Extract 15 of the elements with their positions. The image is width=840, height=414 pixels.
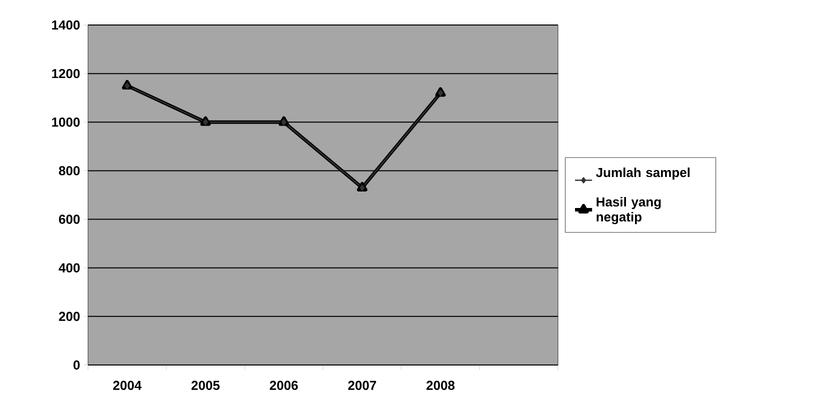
y-tick-label: 400 — [58, 263, 80, 272]
y-tick-label: 600 — [58, 214, 80, 224]
x-tick-label: 2006 — [270, 380, 298, 390]
y-tick-label: 800 — [58, 166, 80, 176]
legend-label: Hasil yang negatip — [596, 196, 661, 224]
y-tick-label: 0 — [74, 360, 80, 370]
x-tick-label: 2008 — [426, 380, 455, 390]
y-tick-label: 1000 — [52, 118, 80, 127]
y-tick-label: 1400 — [52, 20, 80, 30]
y-tick-label: 1200 — [52, 68, 80, 78]
x-tick-label: 2005 — [192, 380, 220, 390]
x-tick-label: 2007 — [348, 380, 376, 390]
y-tick-label: 200 — [58, 312, 80, 322]
x-tick-label: 2004 — [113, 380, 142, 390]
legend-label: Jumlah sampel — [596, 168, 690, 180]
